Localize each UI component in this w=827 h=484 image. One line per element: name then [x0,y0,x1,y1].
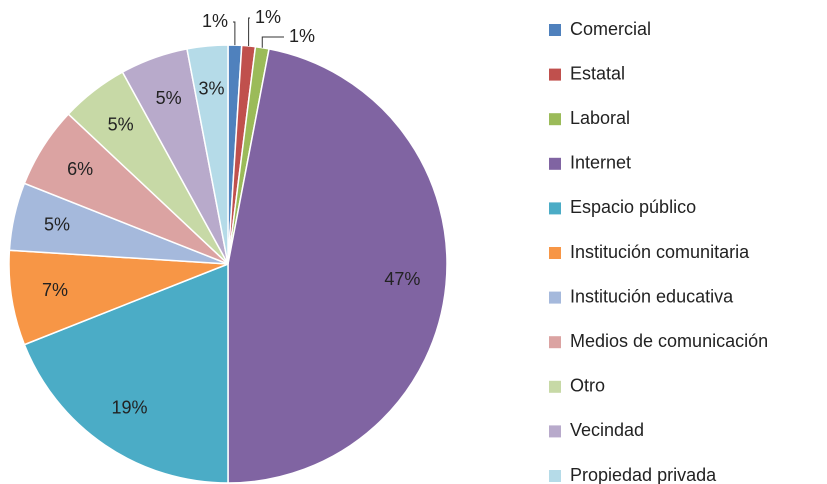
legend-swatch [549,336,561,349]
legend-swatch [549,380,561,393]
data-label: 1% [289,26,315,46]
legend: Comercial Estatal Laboral Internet Espacio p… [549,19,768,484]
leader-line [248,17,250,46]
legend-label: Internet [570,153,631,173]
legend-swatch [549,24,561,36]
legend-swatch [549,425,561,438]
data-label: 47% [384,269,420,289]
data-label: 1% [202,11,228,31]
legend-label: Otro [570,376,605,396]
legend-swatch [549,202,561,215]
data-label: 5% [156,88,182,108]
legend-label: Institución educativa [570,286,734,306]
legend-label: Vecindad [570,420,644,440]
legend-label: Laboral [570,108,630,128]
legend-swatch [549,247,561,259]
leader-line [261,36,284,48]
legend-label: Espacio público [570,197,696,217]
legend-swatch [549,68,561,81]
legend-label: Comercial [570,19,651,39]
data-label: 1% [255,7,281,27]
pie-slice [227,48,448,484]
data-label: 19% [112,398,148,418]
legend-label: Estatal [570,63,625,83]
legend-label: Institución comunitaria [570,242,750,262]
data-label: 5% [108,114,134,134]
legend-swatch [549,291,561,304]
data-label: 3% [199,78,225,98]
pie-slice [23,262,229,484]
legend-label: Medios de comunicación [570,331,768,351]
leader-line [233,21,236,46]
legend-swatch [549,157,561,170]
legend-swatch [549,113,561,126]
legend-swatch [549,470,561,482]
data-label: 5% [44,215,70,235]
data-label: 6% [67,159,93,179]
legend-label: Propiedad privada [570,465,717,484]
data-label: 7% [42,280,68,300]
pie-slice [186,44,229,265]
